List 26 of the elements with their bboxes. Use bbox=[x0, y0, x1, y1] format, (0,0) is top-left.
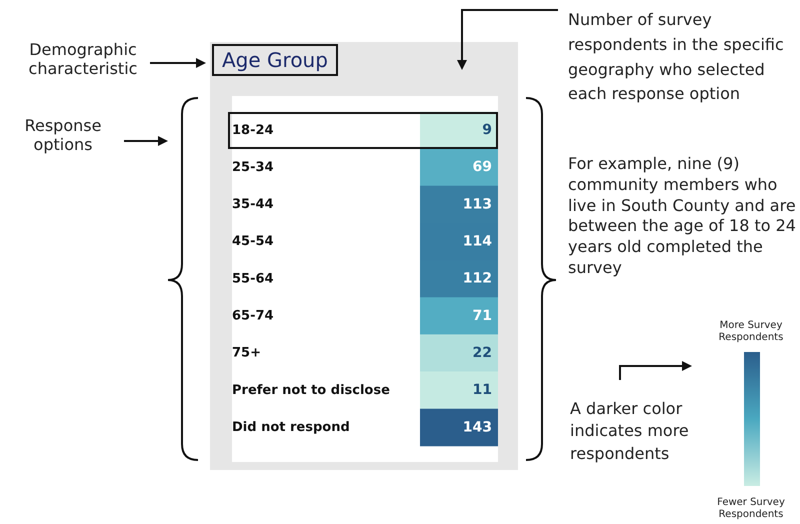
y-tick-label: 18-24 bbox=[232, 122, 274, 138]
text: More Survey Respondents bbox=[718, 320, 784, 344]
data-label: 11 bbox=[472, 382, 492, 398]
data-label: 143 bbox=[462, 419, 492, 436]
y-tick-label: 25-34 bbox=[232, 160, 274, 175]
y-tick-label: Did not respond bbox=[232, 420, 350, 435]
text: For example, nine (9) community members who live in South County and are between the age of 18 to 24 years old completed the survey bbox=[568, 154, 796, 279]
y-tick-label: 45-54 bbox=[232, 234, 274, 250]
text: A darker color indicates more respondents bbox=[570, 398, 690, 465]
y-tick-label: 75+ bbox=[232, 346, 261, 361]
data-label: 114 bbox=[462, 233, 492, 250]
data-label: 9 bbox=[482, 122, 492, 138]
data-label: 69 bbox=[472, 159, 492, 176]
data-label: 71 bbox=[472, 308, 492, 324]
text: Demographic characteristic bbox=[28, 40, 138, 78]
y-tick-label: 35-44 bbox=[232, 197, 274, 212]
y-tick-label: 55-64 bbox=[232, 271, 274, 286]
chart-title: Age Group bbox=[212, 44, 338, 76]
text: Response options bbox=[24, 116, 102, 154]
text: Fewer Survey Respondents bbox=[716, 497, 786, 521]
data-label: 112 bbox=[462, 270, 492, 287]
data-label: 22 bbox=[472, 344, 492, 361]
y-tick-label: Prefer not to disclose bbox=[232, 382, 390, 398]
text: Number of survey respondents in the specific geography who selected each response option bbox=[568, 9, 785, 106]
data-label: 113 bbox=[462, 196, 492, 212]
y-tick-label: 65-74 bbox=[232, 308, 274, 324]
